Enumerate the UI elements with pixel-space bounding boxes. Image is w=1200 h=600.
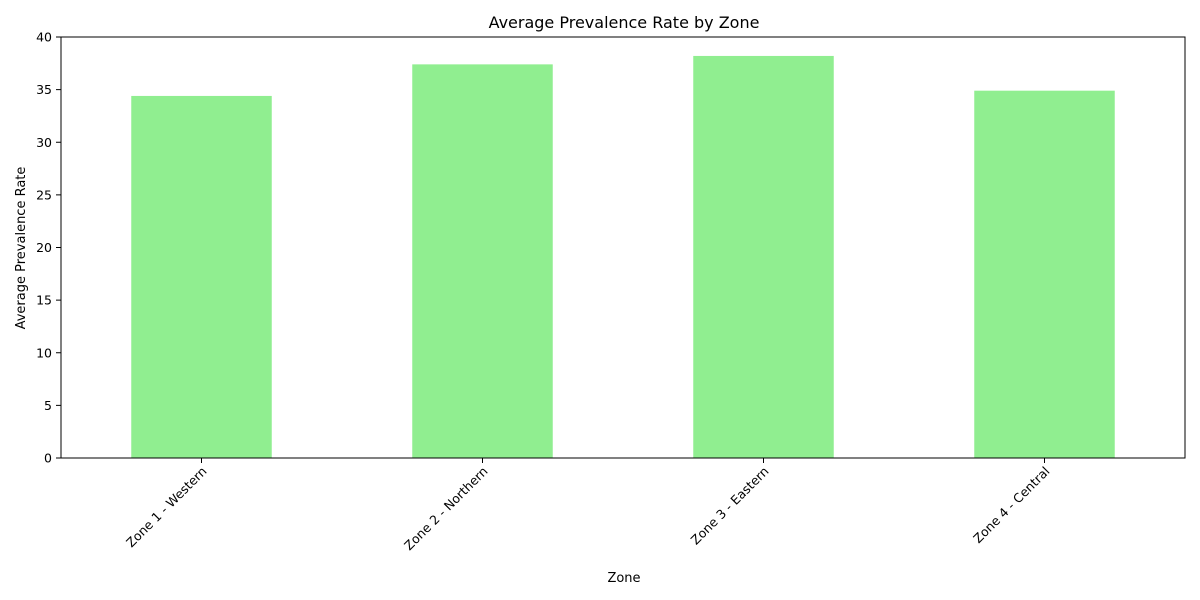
bar (131, 95, 272, 458)
y-tick-label: 35 (36, 82, 52, 97)
plot-frame (60, 36, 1186, 459)
y-tick-label: 25 (36, 187, 52, 202)
x-tick-label: Zone 2 - Northern (401, 464, 491, 554)
bar (693, 55, 834, 458)
y-tick-label: 0 (44, 451, 52, 466)
x-tick-label: Zone 3 - Eastern (688, 464, 772, 548)
y-tick-label: 20 (36, 240, 52, 255)
y-tick-label: 10 (36, 345, 52, 360)
bar (412, 64, 553, 459)
chart-title: Average Prevalence Rate by Zone (489, 13, 760, 32)
x-axis-label: Zone (607, 571, 640, 586)
x-tick-label: Zone 1 - Western (123, 464, 210, 551)
x-tick-label: Zone 4 - Central (970, 464, 1053, 547)
y-axis-label: Average Prevalence Rate (14, 167, 29, 330)
y-tick-label: 5 (44, 398, 52, 413)
plot-area: Zone 1 - Western Zone 2 - Northern Zone 3 … (36, 30, 1186, 554)
y-tick-label: 30 (36, 135, 52, 150)
y-tick-label: 15 (36, 293, 52, 308)
y-tick-label: 40 (36, 30, 52, 45)
bar (974, 90, 1115, 459)
